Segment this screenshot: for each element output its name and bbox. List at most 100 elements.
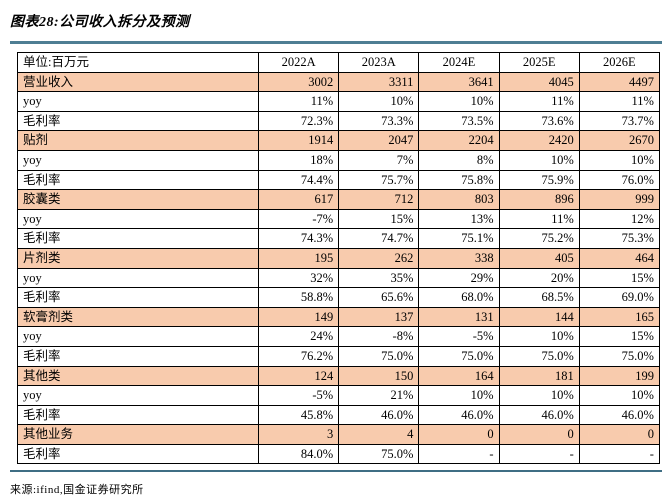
bottom-rule-divider: [10, 470, 662, 472]
cell-value: 46.0%: [498, 404, 580, 426]
row-label: yoy: [17, 208, 259, 230]
cell-value: 12%: [578, 208, 660, 230]
cell-value: 896: [498, 189, 580, 210]
table-row: 营业收入 3002 3311 3641 4045 4497: [17, 71, 660, 93]
cell-value: 74.7%: [338, 228, 420, 249]
cell-value: -: [578, 443, 660, 465]
table-row: yoy 18% 7% 8% 10% 10%: [17, 149, 660, 171]
cell-value: 2047: [338, 130, 420, 151]
cell-value: 1914: [257, 130, 340, 151]
cell-value: 10%: [338, 91, 420, 112]
cell-value: 15%: [338, 208, 420, 230]
cell-value: 65.6%: [338, 287, 420, 308]
cell-value: 4497: [578, 71, 660, 93]
cell-value: 4045: [498, 71, 580, 93]
table-row: 软膏剂类 149 137 131 144 165: [17, 306, 660, 328]
unit-label: 单位:百万元: [17, 52, 259, 73]
column-header-2023a: 2023A: [338, 52, 420, 73]
cell-value: 75.0%: [578, 345, 660, 367]
cell-value: 68.0%: [418, 287, 500, 308]
cell-value: 165: [578, 306, 660, 328]
cell-value: -: [498, 443, 580, 465]
cell-value: 75.7%: [338, 169, 420, 191]
cell-value: 10%: [498, 326, 580, 347]
cell-value: 131: [418, 306, 500, 328]
cell-value: -5%: [257, 385, 340, 406]
cell-value: 15%: [578, 326, 660, 347]
cell-value: 8%: [418, 149, 500, 171]
cell-value: 76.0%: [578, 169, 660, 191]
column-header-2024e: 2024E: [418, 52, 500, 73]
cell-value: 2420: [498, 130, 580, 151]
cell-value: 124: [257, 365, 340, 387]
table-row: 毛利率 72.3% 73.3% 73.5% 73.6% 73.7%: [17, 110, 660, 132]
cell-value: 144: [498, 306, 580, 328]
cell-value: 10%: [578, 385, 660, 406]
top-rule-divider: [10, 41, 662, 44]
cell-value: 195: [257, 247, 340, 269]
row-label: yoy: [17, 326, 259, 347]
row-label: 毛利率: [17, 169, 259, 191]
cell-value: 13%: [418, 208, 500, 230]
row-label: 其他业务: [17, 424, 259, 445]
row-label: yoy: [17, 91, 259, 112]
source-note: 来源:ifind,国金证券研究所: [10, 484, 144, 496]
cell-value: 7%: [338, 149, 420, 171]
cell-value: 73.3%: [338, 110, 420, 132]
row-label: 其他类: [17, 365, 259, 387]
table-row: yoy 11% 10% 10% 11% 11%: [17, 91, 660, 112]
row-label: 毛利率: [17, 287, 259, 308]
cell-value: -5%: [418, 326, 500, 347]
cell-value: 32%: [257, 267, 340, 289]
column-header-2026e: 2026E: [578, 52, 660, 73]
revenue-breakdown-table: 单位:百万元 2022A 2023A 2024E 2025E 2026E 营业收…: [17, 52, 660, 465]
cell-value: 75.0%: [418, 345, 500, 367]
cell-value: 15%: [578, 267, 660, 289]
cell-value: 181: [498, 365, 580, 387]
cell-value: 3311: [338, 71, 420, 93]
cell-value: 262: [338, 247, 420, 269]
cell-value: 84.0%: [257, 443, 340, 465]
cell-value: 0: [498, 424, 580, 445]
table-row: 毛利率 74.4% 75.7% 75.8% 75.9% 76.0%: [17, 169, 660, 191]
cell-value: 73.5%: [418, 110, 500, 132]
cell-value: 10%: [498, 149, 580, 171]
cell-value: 2204: [418, 130, 500, 151]
row-label: yoy: [17, 149, 259, 171]
cell-value: 149: [257, 306, 340, 328]
cell-value: 75.1%: [418, 228, 500, 249]
cell-value: 338: [418, 247, 500, 269]
table-row: 毛利率 58.8% 65.6% 68.0% 68.5% 69.0%: [17, 287, 660, 308]
cell-value: 75.2%: [498, 228, 580, 249]
table-row: yoy -5% 21% 10% 10% 10%: [17, 385, 660, 406]
cell-value: 2670: [578, 130, 660, 151]
cell-value: 75.3%: [578, 228, 660, 249]
cell-value: 35%: [338, 267, 420, 289]
cell-value: 46.0%: [418, 404, 500, 426]
cell-value: 0: [578, 424, 660, 445]
cell-value: -7%: [257, 208, 340, 230]
cell-value: 3641: [418, 71, 500, 93]
cell-value: 3: [257, 424, 340, 445]
cell-value: 68.5%: [498, 287, 580, 308]
cell-value: 803: [418, 189, 500, 210]
cell-value: 75.0%: [338, 443, 420, 465]
cell-value: 20%: [498, 267, 580, 289]
row-label: 毛利率: [17, 110, 259, 132]
table-body: 营业收入 3002 3311 3641 4045 4497 yoy 11% 10% 10% 11% 1…: [17, 71, 660, 465]
cell-value: 11%: [257, 91, 340, 112]
cell-value: 18%: [257, 149, 340, 171]
cell-value: 72.3%: [257, 110, 340, 132]
cell-value: 11%: [498, 91, 580, 112]
cell-value: 46.0%: [338, 404, 420, 426]
cell-value: 10%: [418, 385, 500, 406]
row-label: 毛利率: [17, 228, 259, 249]
cell-value: 76.2%: [257, 345, 340, 367]
row-label: 软膏剂类: [17, 306, 259, 328]
cell-value: 73.7%: [578, 110, 660, 132]
table-row: yoy 32% 35% 29% 20% 15%: [17, 267, 660, 289]
cell-value: 10%: [578, 149, 660, 171]
cell-value: 75.8%: [418, 169, 500, 191]
table-row: 片剂类 195 262 338 405 464: [17, 247, 660, 269]
table-row: 毛利率 74.3% 74.7% 75.1% 75.2% 75.3%: [17, 228, 660, 249]
